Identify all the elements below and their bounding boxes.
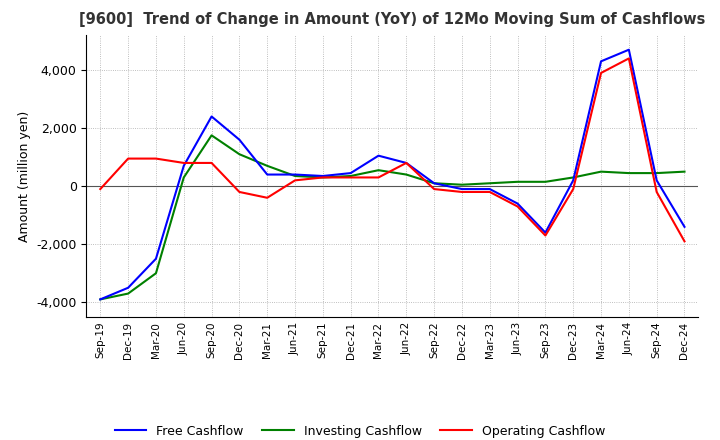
Free Cashflow — [374, 153, 383, 158]
Investing Cashflow — [485, 180, 494, 186]
Investing Cashflow — [430, 180, 438, 186]
Investing Cashflow — [569, 175, 577, 180]
Operating Cashflow — [541, 233, 550, 238]
Investing Cashflow — [541, 179, 550, 184]
Operating Cashflow — [485, 189, 494, 194]
Investing Cashflow — [124, 291, 132, 296]
Operating Cashflow — [179, 160, 188, 165]
Investing Cashflow — [318, 175, 327, 180]
Free Cashflow — [402, 160, 410, 165]
Operating Cashflow — [263, 195, 271, 200]
Free Cashflow — [235, 137, 243, 143]
Operating Cashflow — [124, 156, 132, 161]
Line: Investing Cashflow: Investing Cashflow — [100, 136, 685, 299]
Free Cashflow — [430, 180, 438, 186]
Operating Cashflow — [402, 160, 410, 165]
Free Cashflow — [318, 173, 327, 179]
Operating Cashflow — [458, 189, 467, 194]
Investing Cashflow — [458, 182, 467, 187]
Free Cashflow — [179, 163, 188, 169]
Free Cashflow — [680, 224, 689, 229]
Operating Cashflow — [597, 70, 606, 76]
Operating Cashflow — [680, 238, 689, 244]
Operating Cashflow — [513, 204, 522, 209]
Operating Cashflow — [569, 187, 577, 192]
Free Cashflow — [124, 285, 132, 290]
Investing Cashflow — [374, 168, 383, 173]
Operating Cashflow — [291, 178, 300, 183]
Free Cashflow — [569, 178, 577, 183]
Investing Cashflow — [402, 172, 410, 177]
Operating Cashflow — [374, 175, 383, 180]
Investing Cashflow — [597, 169, 606, 174]
Free Cashflow — [485, 187, 494, 192]
Free Cashflow — [597, 59, 606, 64]
Investing Cashflow — [96, 297, 104, 302]
Line: Free Cashflow: Free Cashflow — [100, 50, 685, 299]
Operating Cashflow — [652, 189, 661, 194]
Free Cashflow — [458, 187, 467, 192]
Investing Cashflow — [513, 179, 522, 184]
Investing Cashflow — [235, 152, 243, 157]
Free Cashflow — [624, 47, 633, 52]
Free Cashflow — [513, 201, 522, 206]
Free Cashflow — [152, 256, 161, 261]
Free Cashflow — [346, 170, 355, 176]
Investing Cashflow — [152, 271, 161, 276]
Title: [9600]  Trend of Change in Amount (YoY) of 12Mo Moving Sum of Cashflows: [9600] Trend of Change in Amount (YoY) o… — [79, 12, 706, 27]
Investing Cashflow — [680, 169, 689, 174]
Operating Cashflow — [430, 187, 438, 192]
Investing Cashflow — [207, 133, 216, 138]
Free Cashflow — [96, 297, 104, 302]
Operating Cashflow — [207, 160, 216, 165]
Investing Cashflow — [263, 163, 271, 169]
Free Cashflow — [541, 230, 550, 235]
Investing Cashflow — [179, 175, 188, 180]
Operating Cashflow — [318, 175, 327, 180]
Line: Operating Cashflow: Operating Cashflow — [100, 59, 685, 241]
Operating Cashflow — [96, 187, 104, 192]
Investing Cashflow — [624, 170, 633, 176]
Y-axis label: Amount (million yen): Amount (million yen) — [18, 110, 31, 242]
Free Cashflow — [207, 114, 216, 119]
Legend: Free Cashflow, Investing Cashflow, Operating Cashflow: Free Cashflow, Investing Cashflow, Opera… — [110, 420, 610, 440]
Free Cashflow — [652, 178, 661, 183]
Operating Cashflow — [235, 189, 243, 194]
Operating Cashflow — [346, 175, 355, 180]
Investing Cashflow — [346, 173, 355, 179]
Operating Cashflow — [624, 56, 633, 61]
Investing Cashflow — [652, 170, 661, 176]
Free Cashflow — [291, 172, 300, 177]
Free Cashflow — [263, 172, 271, 177]
Investing Cashflow — [291, 173, 300, 179]
Operating Cashflow — [152, 156, 161, 161]
